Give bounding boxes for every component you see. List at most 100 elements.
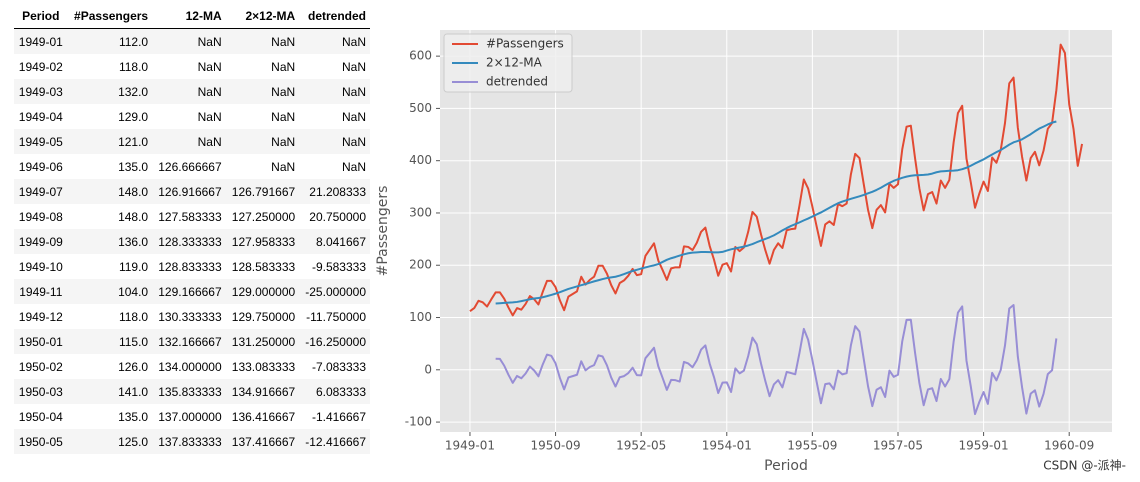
table-cell: NaN: [271, 34, 296, 49]
table-cell: NaN: [197, 84, 222, 99]
table-row: 1950-02 126.0 134.000000 133.083333 -7.08333…: [14, 354, 370, 379]
table-row: 1949-12 118.0 130.333333 129.750000 -11.7500…: [14, 304, 370, 329]
table-cell: -7.083333: [311, 359, 366, 374]
table-cell: NaN: [341, 59, 366, 74]
y-tick-label: 400: [409, 153, 432, 167]
table-cell: 130.333333: [158, 309, 222, 324]
table-cell: 137.416667: [231, 434, 296, 449]
table-cell: 127.583333: [158, 209, 222, 224]
table-cell: -11.750000: [306, 309, 366, 324]
table-row: 1949-07 148.0 126.916667 126.791667 21.20833…: [14, 179, 370, 204]
y-tick-label: 200: [409, 258, 432, 272]
table-row: 1950-05 125.0 137.833333 137.416667 -12.4166…: [14, 429, 370, 454]
table-cell: 1949-07: [18, 184, 63, 199]
table-cell: 134.916667: [231, 384, 296, 399]
watermark: CSDN @-派神-: [1043, 459, 1126, 473]
table-cell: 1949-12: [18, 309, 63, 324]
table-cell: 132.166667: [158, 334, 222, 349]
table-cell: 136.416667: [231, 409, 296, 424]
x-tick-label: 1952-05: [616, 439, 666, 453]
table-cell: 126.791667: [231, 184, 296, 199]
table-cell: 137.000000: [158, 409, 222, 424]
column-header: detrended: [299, 4, 370, 29]
table-cell: 1949-11: [19, 284, 63, 299]
table-cell: 1949-02: [18, 59, 63, 74]
table-cell: 125.0: [118, 434, 149, 449]
table-cell: 148.0: [118, 209, 149, 224]
table-cell: 135.0: [118, 159, 149, 174]
table-cell: -1.416667: [311, 409, 366, 424]
table-header: Period #Passengers 12-MA 2×12-MA detrended: [14, 4, 370, 29]
table-cell: -16.250000: [305, 334, 366, 349]
table-cell: 118.0: [118, 309, 149, 324]
table-body: 1949-01 112.0 NaN NaN NaN 1949-02 118.0 NaN NaN N…: [14, 28, 370, 454]
data-table: Period #Passengers 12-MA 2×12-MA detrended 19…: [14, 4, 370, 454]
table-cell: 1949-08: [18, 209, 63, 224]
table-cell: NaN: [341, 109, 366, 124]
table-row: 1949-08 148.0 127.583333 127.250000 20.75000…: [14, 204, 370, 229]
table-cell: 112.0: [118, 34, 149, 49]
table-cell: 128.583333: [231, 259, 296, 274]
table-cell: NaN: [271, 84, 296, 99]
table-cell: 132.0: [118, 84, 149, 99]
legend-box: [443, 33, 573, 93]
table-cell: 135.0: [118, 409, 149, 424]
table-row: 1950-03 141.0 135.833333 134.916667 6.083333: [14, 379, 370, 404]
table-row: 1950-04 135.0 137.000000 136.416667 -1.41666…: [14, 404, 370, 429]
table-cell: 1950-01: [18, 334, 63, 349]
y-tick-label: -100: [405, 415, 432, 429]
table-cell: 129.0: [118, 109, 149, 124]
table-row: 1949-11 104.0 129.166667 129.000000 -25.0000…: [14, 279, 370, 304]
column-header: 12-MA: [152, 4, 226, 29]
table-cell: 1949-04: [18, 109, 63, 124]
x-tick-label: 1954-01: [702, 439, 752, 453]
table-cell: 126.666667: [158, 159, 222, 174]
x-tick-label: 1950-09: [530, 439, 580, 453]
table-cell: NaN: [271, 59, 296, 74]
table-cell: 119.0: [118, 259, 149, 274]
table-row: 1949-03 132.0 NaN NaN NaN: [14, 79, 370, 104]
y-tick-label: 300: [409, 205, 432, 219]
table-row: 1949-02 118.0 NaN NaN NaN: [14, 54, 370, 79]
x-tick-label: 1949-01: [445, 439, 495, 453]
table-cell: 1949-09: [18, 234, 63, 249]
table-cell: 127.958333: [231, 234, 296, 249]
table-cell: 134.000000: [158, 359, 222, 374]
table-cell: NaN: [341, 34, 366, 49]
table-cell: NaN: [197, 34, 222, 49]
legend-label: detrended: [486, 75, 548, 89]
table-cell: NaN: [271, 159, 296, 174]
x-axis-label: Period: [764, 458, 808, 474]
table-cell: NaN: [271, 109, 296, 124]
table-cell: NaN: [197, 59, 222, 74]
table-cell: 126.916667: [158, 184, 222, 199]
series-line: [469, 43, 1084, 317]
table-cell: -9.583333: [311, 259, 366, 274]
table-cell: 1949-06: [18, 159, 63, 174]
table-row: 1949-01 112.0 NaN NaN NaN: [14, 28, 370, 54]
table-cell: 104.0: [118, 284, 149, 299]
table-cell: 135.833333: [158, 384, 222, 399]
table-row: 1949-06 135.0 126.666667 NaN NaN: [14, 154, 370, 179]
table-cell: 129.750000: [231, 309, 296, 324]
x-tick-label: 1960-09: [1044, 439, 1094, 453]
table-row: 1950-01 115.0 132.166667 131.250000 -16.2500…: [14, 329, 370, 354]
table-cell: 128.833333: [158, 259, 222, 274]
table-cell: NaN: [271, 134, 296, 149]
column-header: Period: [14, 4, 68, 29]
table-cell: 1950-02: [18, 359, 63, 374]
plot-area: [440, 30, 1112, 432]
table-cell: 136.0: [118, 234, 149, 249]
table-cell: 141.0: [118, 384, 149, 399]
y-axis-label: #Passengers: [375, 186, 391, 277]
table-row: 1949-09 136.0 128.333333 127.958333 8.041667: [14, 229, 370, 254]
table-cell: 20.750000: [309, 209, 366, 224]
table-cell: 129.000000: [231, 284, 296, 299]
table-cell: 1950-04: [18, 409, 63, 424]
table-cell: 6.083333: [315, 384, 366, 399]
table-cell: 129.166667: [158, 284, 222, 299]
y-tick-label: 600: [409, 49, 432, 63]
table-cell: -12.416667: [305, 434, 366, 449]
table-cell: -25.000000: [305, 284, 366, 299]
